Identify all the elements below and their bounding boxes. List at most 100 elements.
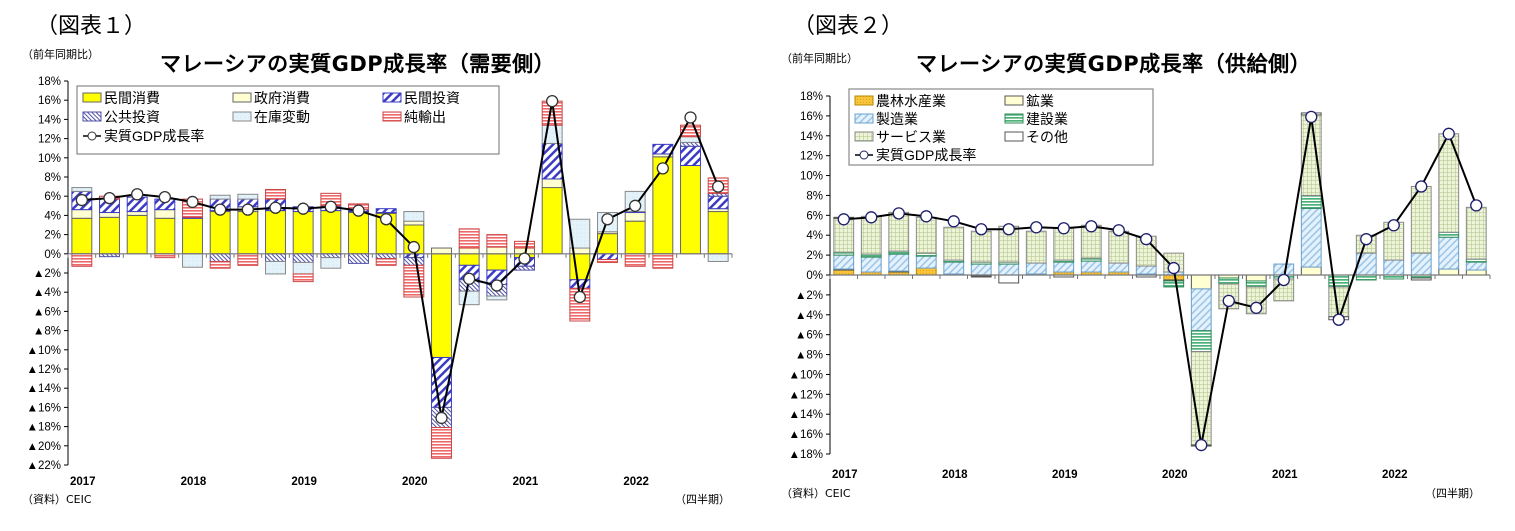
x-year-label: 2022: [1382, 469, 1408, 481]
y-tick-label: ▲18%: [27, 422, 61, 434]
bar-segment-inventory-change: [320, 257, 342, 269]
bar-segment-private-consumption: [320, 210, 342, 255]
bar-segment-construction: [1355, 274, 1377, 281]
bar-segment-private-investment: [680, 145, 701, 166]
bar-stack: [1410, 185, 1432, 281]
figure-1-source: （資料）CEIC: [22, 493, 92, 506]
bar-segment-manufacturing: [1190, 288, 1212, 332]
legend-label: 製造業: [876, 111, 918, 127]
gdp-growth-point: [975, 223, 988, 236]
legend-swatch: [854, 95, 874, 106]
bar-segment-construction: [1190, 330, 1212, 353]
bar-segment-government-consumption: [458, 247, 480, 255]
legend-label: 民間消費: [104, 90, 160, 106]
bar-stack: [541, 100, 563, 255]
gdp-growth-line: [843, 116, 1478, 446]
gdp-growth-point: [186, 195, 199, 209]
bar-segment-construction: [1163, 280, 1185, 288]
legend: [848, 88, 1154, 166]
bar-segment-services: [1025, 230, 1047, 264]
bar-segment-inventory-change: [707, 253, 729, 262]
gdp-growth-point: [1387, 219, 1400, 232]
bar-segment-net-exports: [71, 253, 93, 267]
bar-segment-services: [943, 226, 965, 261]
figure-1-label: （図表１）: [36, 14, 147, 39]
figure-2-label: （図表２）: [793, 14, 904, 39]
bar-segment-manufacturing: [1273, 263, 1295, 276]
gdp-growth-point: [1360, 233, 1373, 246]
bar-segment-agriculture: [833, 269, 855, 276]
y-tick-label: ▲14%: [27, 383, 61, 395]
bar-segment-agriculture: [915, 267, 937, 276]
bar-segment-private-consumption: [431, 253, 452, 358]
bar-segment-manufacturing: [970, 263, 992, 276]
bar-segment-government-consumption: [431, 247, 452, 255]
gdp-growth-point: [947, 215, 960, 228]
bar-stack: [99, 195, 120, 258]
bar-segment-public-investment: [514, 265, 535, 271]
y-tick-label: 12%: [800, 151, 823, 163]
bar-stack: [403, 211, 425, 298]
legend-label: 実質GDP成長率: [876, 147, 976, 163]
gdp-growth-point: [1250, 301, 1263, 314]
legend-label: 鉱業: [1026, 93, 1054, 109]
bar-segment-private-consumption: [99, 216, 120, 255]
gdp-growth-point: [601, 213, 614, 226]
bar-stack: [1438, 133, 1460, 276]
legend-swatch: [1004, 95, 1024, 106]
bar-segment-inventory-change: [292, 261, 314, 275]
x-year-label: 2017: [832, 469, 858, 481]
gdp-growth-point: [131, 188, 144, 201]
bar-segment-manufacturing: [943, 261, 965, 275]
bar-segment-private-investment: [375, 208, 397, 214]
bar-segment-manufacturing: [1053, 261, 1075, 273]
y-tick-label: 4%: [806, 230, 823, 242]
bar-segment-private-consumption: [237, 211, 259, 255]
bar-segment-inventory-change: [265, 260, 286, 275]
y-tick-label: ▲18%: [789, 449, 823, 461]
gdp-growth-point: [1167, 261, 1180, 275]
bar-segment-government-consumption: [541, 178, 563, 189]
legend-label: その他: [1026, 129, 1068, 145]
bar-segment-construction: [1218, 277, 1240, 285]
x-year-label: 2018: [181, 476, 207, 488]
bar-stack: [431, 247, 452, 459]
y-tick-label: 6%: [806, 210, 823, 222]
y-tick-label: ▲2%: [795, 290, 823, 302]
bar-segment-net-exports: [458, 228, 480, 249]
bar-stack: [292, 206, 314, 283]
y-tick-label: 2%: [806, 250, 823, 262]
bar-stack: [458, 228, 480, 306]
y-tick-label: 8%: [806, 190, 823, 202]
bar-segment-private-consumption: [209, 211, 231, 255]
x-year-label: 2020: [1162, 469, 1188, 481]
gdp-growth-point: [1470, 199, 1483, 212]
bar-stack: [1465, 206, 1487, 276]
gdp-growth-point: [407, 240, 420, 254]
bar-segment-government-consumption: [486, 246, 508, 255]
bar-segment-private-consumption: [486, 253, 508, 271]
figure-2-source: （資料）CEIC: [781, 487, 851, 500]
legend-label: 建設業: [1026, 111, 1068, 127]
bar-segment-private-consumption: [154, 217, 176, 255]
legend-label: 農林水産業: [876, 93, 946, 109]
bar-segment-net-exports: [680, 124, 701, 138]
bar-segment-net-exports: [375, 258, 397, 266]
gdp-growth-point: [1140, 233, 1153, 246]
gdp-growth-point: [573, 290, 586, 304]
bar-stack: [154, 198, 176, 259]
figure-1-period-label: （四半期）: [675, 493, 730, 506]
gdp-growth-point: [1442, 127, 1455, 140]
bar-segment-inventory-change: [182, 253, 203, 268]
gdp-growth-point: [892, 207, 905, 220]
bar-stack: [888, 211, 910, 276]
y-tick-label: 18%: [800, 91, 823, 103]
bar-segment-government-consumption: [99, 212, 120, 218]
y-tick-label: ▲10%: [789, 369, 823, 381]
gdp-growth-point: [103, 191, 116, 205]
bar-segment-manufacturing: [1135, 265, 1157, 275]
bar-segment-mining: [1245, 274, 1267, 282]
legend-marker: [859, 150, 869, 160]
bar-segment-inventory-change: [209, 194, 231, 200]
bar-segment-private-investment: [597, 253, 618, 261]
